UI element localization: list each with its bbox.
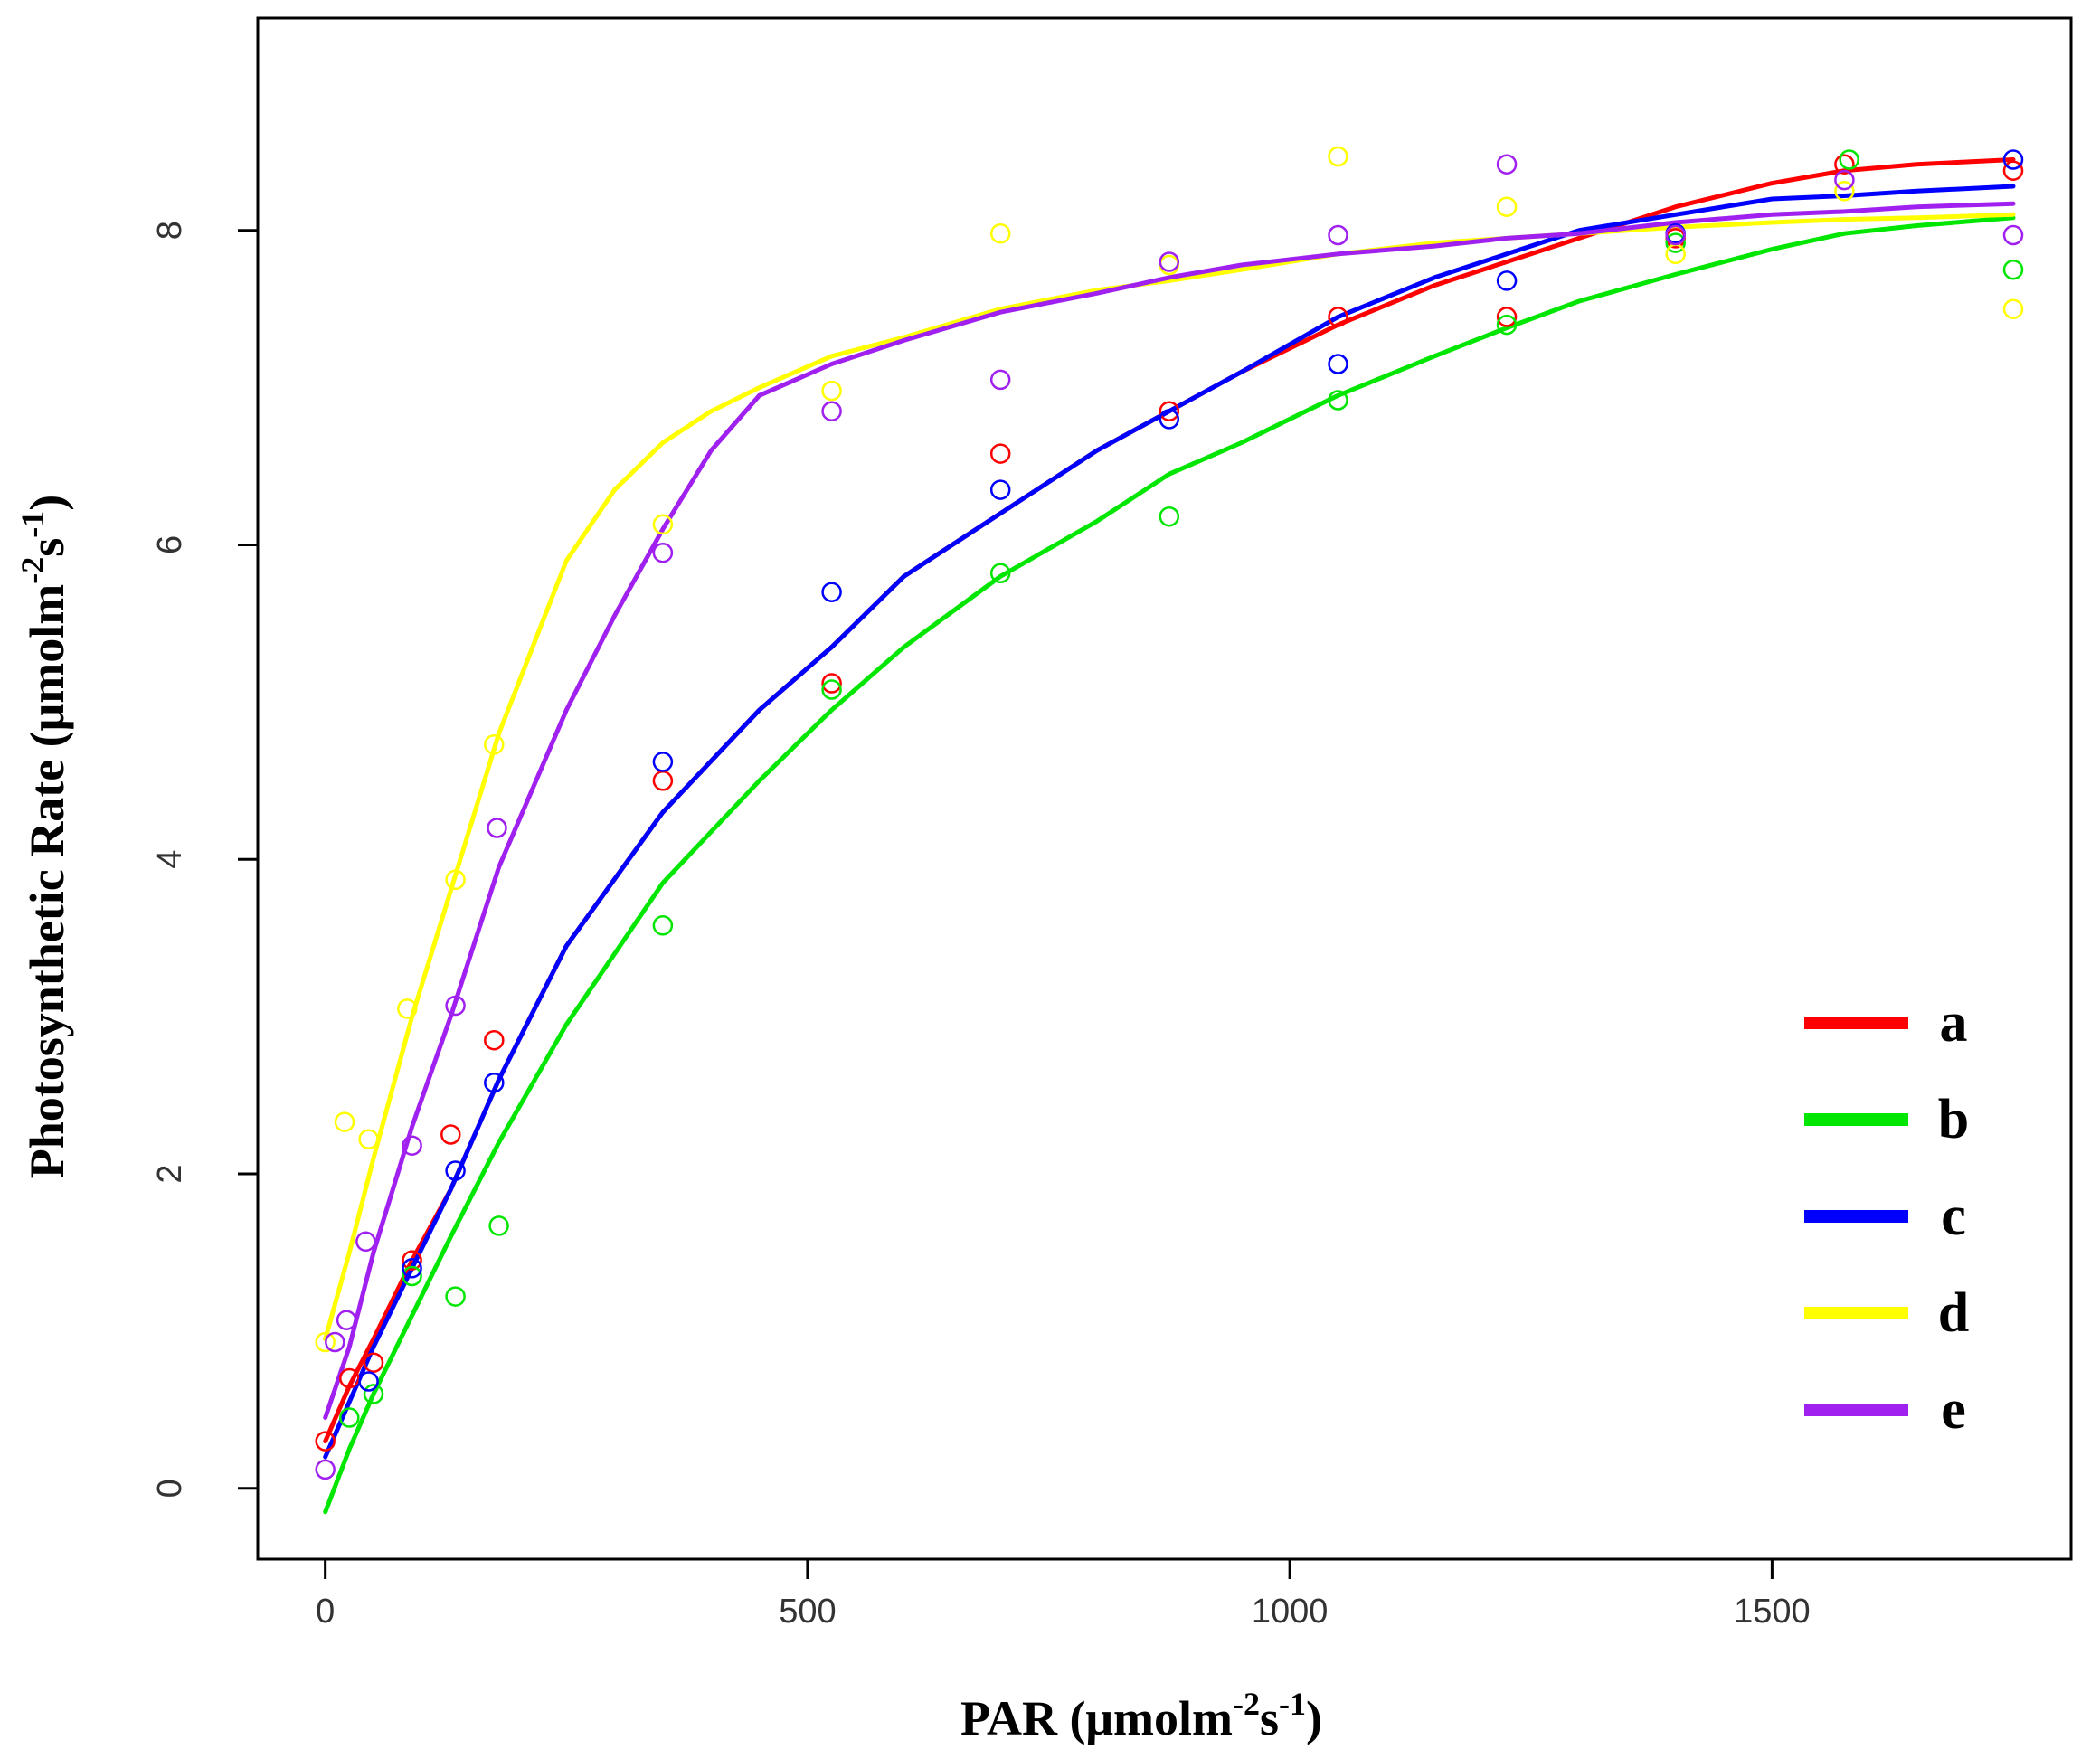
data-point-a: [339, 1367, 360, 1389]
data-point-b: [2002, 259, 2024, 280]
data-point-d: [2002, 298, 2024, 319]
data-point-d: [445, 869, 466, 891]
legend-label-e: e: [1941, 1379, 1966, 1441]
data-point-b: [1665, 232, 1686, 253]
data-point-c: [989, 479, 1011, 500]
data-point-e: [487, 818, 507, 838]
data-point-b: [445, 1286, 466, 1307]
series-line-e: [323, 201, 2016, 1420]
data-point-e: [1328, 224, 1348, 246]
data-point-d: [652, 514, 674, 535]
data-point-d: [315, 1331, 336, 1353]
legend-label-b: b: [1938, 1089, 1969, 1150]
data-point-d: [989, 222, 1011, 244]
data-point-e: [336, 1310, 357, 1330]
data-point-e: [652, 542, 674, 563]
data-point-a: [989, 443, 1011, 464]
data-point-e: [2002, 224, 2024, 246]
series-line-d: [323, 212, 2016, 1342]
data-point-d: [358, 1129, 379, 1149]
x-tick-label: 0: [316, 1593, 335, 1631]
data-point-a: [1496, 307, 1518, 327]
y-tick-label: 6: [151, 535, 189, 554]
data-point-e: [355, 1231, 376, 1253]
data-point-e: [315, 1459, 336, 1480]
points: [315, 146, 2024, 1480]
data-point-d: [484, 734, 505, 755]
data-point-b: [488, 1215, 509, 1236]
data-point-a: [1328, 307, 1348, 327]
y-tick-label: 2: [151, 1164, 189, 1183]
data-point-b: [1496, 314, 1518, 336]
data-point-b: [363, 1384, 384, 1404]
data-point-a: [363, 1352, 384, 1373]
data-point-e: [1665, 224, 1686, 246]
data-point-b: [1328, 390, 1348, 411]
data-point-d: [334, 1111, 355, 1132]
x-axis-title: PAR (μmolm-2s-1): [960, 1686, 1322, 1745]
data-point-e: [1159, 251, 1180, 272]
data-point-e: [445, 995, 466, 1017]
data-point-b: [402, 1265, 422, 1287]
legend-label-a: a: [1940, 992, 1968, 1054]
data-point-a: [1834, 154, 1855, 175]
legend-label-d: d: [1938, 1282, 1969, 1344]
y-tick-label: 4: [151, 850, 189, 869]
data-point-e: [989, 369, 1011, 391]
data-point-c: [1328, 354, 1348, 374]
data-point-c: [445, 1160, 466, 1181]
data-point-a: [440, 1124, 461, 1145]
data-point-c: [484, 1072, 505, 1093]
data-point-e: [1496, 154, 1518, 175]
data-point-b: [1159, 506, 1180, 527]
y-tick-label: 8: [151, 221, 189, 240]
y-tick-label: 0: [151, 1479, 189, 1498]
data-point-e: [402, 1135, 422, 1156]
data-point-a: [2002, 160, 2024, 181]
series-line-c: [323, 184, 2016, 1460]
data-point-e: [325, 1331, 345, 1353]
data-point-b: [989, 563, 1011, 584]
data-point-b: [652, 915, 674, 936]
x-tick-label: 500: [779, 1593, 836, 1631]
data-point-c: [1496, 270, 1518, 291]
data-point-c: [821, 582, 842, 602]
data-point-a: [821, 673, 842, 694]
data-point-c: [358, 1371, 379, 1392]
data-point-c: [1159, 409, 1180, 430]
x-tick-label: 1000: [1252, 1593, 1329, 1631]
data-point-d: [1328, 146, 1348, 167]
y-axis-title: Photosynthetic Rate (μmolm-2s-1): [14, 495, 74, 1179]
data-point-e: [1834, 169, 1855, 191]
data-point-c: [2002, 149, 2024, 170]
data-point-a: [402, 1250, 422, 1271]
x-tick-label: 1500: [1734, 1593, 1811, 1631]
series-line-b: [323, 215, 2016, 1515]
data-point-c: [402, 1258, 422, 1279]
data-point-c: [652, 752, 674, 772]
data-point-b: [339, 1407, 360, 1428]
data-point-d: [1496, 196, 1518, 217]
data-point-d: [821, 380, 842, 402]
data-point-b: [1839, 149, 1859, 170]
data-point-d: [397, 998, 418, 1019]
curves: [323, 157, 2016, 1515]
data-point-a: [1159, 401, 1180, 421]
data-point-b: [821, 679, 842, 700]
data-point-d: [1834, 181, 1855, 202]
data-point-a: [484, 1029, 505, 1051]
legend-label-c: c: [1941, 1186, 1966, 1247]
data-point-a: [315, 1431, 336, 1452]
data-point-e: [821, 401, 842, 421]
axes: 0 500 1000 1500 0 2 4 6 8: [151, 221, 1811, 1631]
